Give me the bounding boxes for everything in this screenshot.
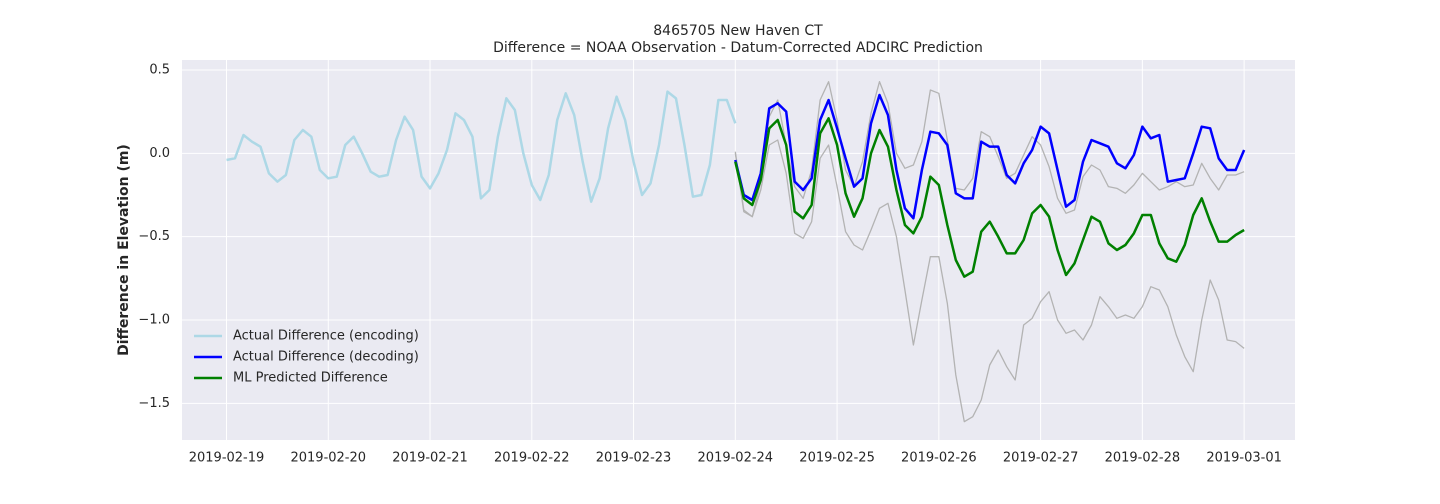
x-tick-label: 2019-02-19 — [189, 451, 265, 466]
y-tick-label: 0.5 — [149, 63, 170, 78]
y-tick-label: −1.5 — [138, 396, 170, 411]
plot-area — [182, 60, 1295, 440]
series-line — [734, 81, 1245, 218]
x-tick-label: 2019-02-24 — [698, 451, 774, 466]
x-tick-label: 2019-02-27 — [1003, 451, 1079, 466]
legend-label: Actual Difference (decoding) — [233, 350, 419, 365]
x-tick-label: 2019-02-26 — [901, 451, 977, 466]
legend-label: ML Predicted Difference — [233, 371, 388, 386]
x-tick-label: 2019-02-22 — [494, 451, 570, 466]
y-axis-label: Difference in Elevation (m) — [116, 144, 132, 356]
chart-subtitle: Difference = NOAA Observation - Datum-Co… — [493, 40, 983, 56]
y-tick-label: −0.5 — [138, 229, 170, 244]
series-line — [734, 117, 1245, 278]
series-line — [734, 93, 1246, 220]
y-tick-label: 0.0 — [149, 146, 170, 161]
x-tick-label: 2019-03-01 — [1206, 451, 1282, 466]
legend-label: Actual Difference (encoding) — [233, 329, 419, 344]
x-tick-label: 2019-02-25 — [799, 451, 875, 466]
series-line — [226, 90, 737, 203]
series-line — [734, 139, 1245, 423]
chart-title: 8465705 New Haven CT — [653, 23, 823, 39]
x-tick-label: 2019-02-23 — [596, 451, 672, 466]
x-tick-label: 2019-02-20 — [290, 451, 366, 466]
x-tick-label: 2019-02-21 — [392, 451, 468, 466]
x-tick-label: 2019-02-28 — [1105, 451, 1181, 466]
y-tick-label: −1.0 — [138, 313, 170, 328]
